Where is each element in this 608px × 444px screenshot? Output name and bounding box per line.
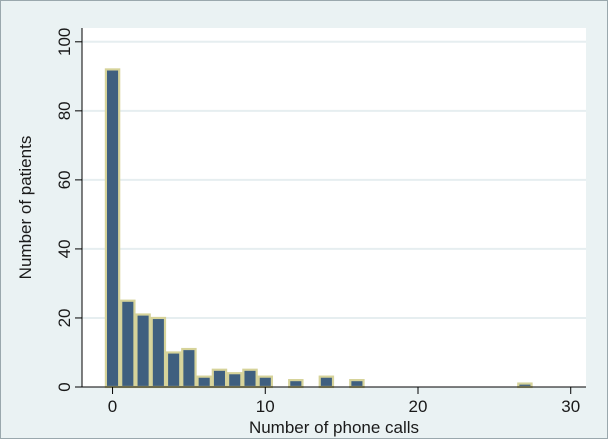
x-tick-label: 20: [409, 397, 428, 416]
axes: [75, 28, 586, 394]
histogram-bars: [104, 68, 533, 389]
histogram-bar: [196, 375, 212, 389]
histogram-bar: [517, 382, 533, 389]
x-tick-label: 0: [108, 397, 117, 416]
histogram-bar: [181, 347, 197, 389]
histogram-bar: [257, 375, 274, 389]
histogram-bar: [165, 351, 182, 389]
histogram-bar: [288, 378, 304, 389]
y-axis-title: Number of patients: [16, 136, 35, 280]
histogram-bar: [135, 313, 151, 389]
tick-labels: 0 20 40 60 80 100 0 10 20 30: [55, 28, 580, 416]
x-tick-label: 10: [256, 397, 275, 416]
histogram-bar: [242, 368, 258, 389]
y-tick-label: 100: [55, 28, 74, 56]
histogram-bar: [120, 299, 136, 389]
y-tick-label: 0: [55, 382, 74, 391]
x-tick-label: 30: [561, 397, 580, 416]
y-tick-label: 60: [55, 170, 74, 189]
y-tick-label: 40: [55, 239, 74, 258]
x-axis-title: Number of phone calls: [249, 418, 419, 437]
histogram-bar: [226, 372, 243, 389]
histogram-bar: [349, 378, 365, 389]
histogram-bar: [318, 375, 335, 389]
histogram-bar: [150, 316, 167, 389]
y-tick-label: 80: [55, 101, 74, 120]
histogram-bar: [211, 368, 228, 389]
histogram-bar: [104, 68, 121, 389]
gridlines: [82, 40, 586, 319]
y-tick-label: 20: [55, 309, 74, 328]
